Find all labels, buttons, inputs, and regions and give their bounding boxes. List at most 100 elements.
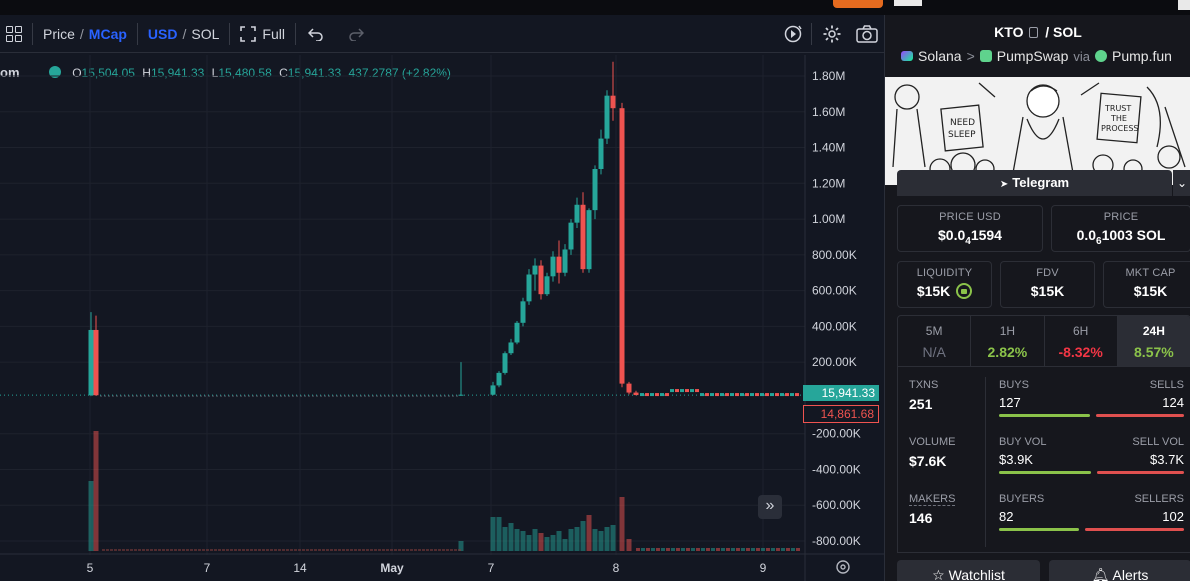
full-label: Full: [262, 25, 285, 42]
chart-panel[interactable]: Price / MCap USD / SOL Full: [0, 15, 884, 581]
socials-dropdown-button[interactable]: ⌄: [1173, 170, 1190, 196]
volume-bar: [110, 549, 113, 551]
previous-price-tag: 14,861.68: [803, 405, 879, 423]
copy-icon[interactable]: [1029, 27, 1039, 38]
sol-option[interactable]: SOL: [191, 25, 220, 42]
x-tick-label: 8: [613, 561, 620, 575]
chart-svg[interactable]: 1.80M 1.60M 1.40M 1.20M 1.00M 800.00K 600.00K 4…: [0, 55, 884, 581]
buy-share-bar: [999, 414, 1090, 417]
volume-bar: [386, 549, 389, 551]
price-sol-suffix: 1003 SOL: [1101, 227, 1166, 243]
candle-body: [532, 265, 538, 275]
candle-body: [502, 353, 508, 373]
volume-bar: [230, 549, 233, 551]
scroll-to-realtime-button[interactable]: »: [758, 495, 782, 519]
toolbar-separator: [32, 22, 33, 45]
dex-link[interactable]: PumpSwap: [996, 48, 1069, 64]
tab-1h[interactable]: 1H 2.82%: [971, 316, 1045, 366]
volume-bar: [302, 549, 305, 551]
candle-body: [550, 256, 556, 277]
y-tick-label: 600.00K: [812, 284, 857, 298]
watchlist-label: Watchlist: [948, 567, 1005, 581]
chain-link[interactable]: Solana: [918, 48, 962, 64]
candle-body: [665, 393, 669, 397]
tab-value: 2.82%: [987, 344, 1028, 360]
replay-button[interactable]: [775, 15, 811, 53]
y-tick-label: 1.20M: [812, 176, 845, 190]
fullscreen-button[interactable]: Full: [230, 15, 295, 53]
candle-body: [725, 393, 729, 397]
volume-bar: [342, 549, 345, 551]
telegram-button[interactable]: ➤ Telegram: [897, 170, 1172, 196]
top-thumbnail: [894, 0, 922, 6]
mcap-option[interactable]: MCap: [88, 25, 127, 42]
screenshot-button[interactable]: [852, 15, 884, 53]
layout-grid-button[interactable]: [0, 15, 32, 53]
volume-bar: [731, 548, 735, 551]
alerts-button[interactable]: 🔔︎ Alerts: [1049, 560, 1190, 581]
pair-title: KTO / SOL: [885, 24, 1190, 40]
volume-bar: [282, 549, 285, 551]
visibility-eye-icon[interactable]: [48, 66, 61, 78]
tab-5m[interactable]: 5M N/A: [898, 316, 972, 366]
volume-bar: [114, 549, 117, 551]
candle-body: [705, 393, 709, 397]
chart-toolbar: Price / MCap USD / SOL Full: [0, 15, 884, 53]
watchlist-button[interactable]: ☆ Watchlist: [897, 560, 1040, 581]
x-tick-label: May: [380, 561, 404, 575]
volume-bar: [214, 549, 217, 551]
tab-label: 1H: [999, 324, 1016, 338]
buy-vol-value: $3.9K: [999, 452, 1033, 467]
currency-toggle[interactable]: USD / SOL: [138, 15, 229, 53]
settings-button[interactable]: [812, 15, 852, 53]
volume-bar: [751, 548, 755, 551]
telegram-label: Telegram: [1012, 175, 1070, 190]
sells-value: 124: [1162, 395, 1184, 410]
browser-top-strip: [0, 0, 1190, 15]
candle-body: [795, 393, 799, 397]
tab-24h[interactable]: 24H 8.57%: [1117, 316, 1190, 366]
orange-top-button[interactable]: [833, 0, 883, 8]
volume-bar: [118, 549, 121, 551]
close-label: C: [279, 66, 288, 80]
usd-option[interactable]: USD: [147, 25, 178, 42]
volume-bar: [422, 549, 425, 551]
candle-body: [745, 393, 749, 397]
volume-bar: [154, 549, 157, 551]
txns-value: 251: [909, 396, 933, 412]
volume-bar: [378, 549, 381, 551]
candle-body: [490, 385, 496, 395]
price-option[interactable]: Price: [43, 25, 75, 42]
candle-body: [685, 389, 689, 393]
solana-icon: [901, 51, 913, 61]
candle-body: [556, 256, 562, 273]
high-label: H: [142, 66, 151, 80]
time-axis-settings-button[interactable]: [835, 559, 851, 575]
lock-icon[interactable]: [956, 283, 973, 299]
y-tick-label: 400.00K: [812, 319, 857, 333]
volume-bar: [370, 549, 373, 551]
sellers-label: SELLERS: [1134, 493, 1184, 505]
fullscreen-icon: [240, 25, 257, 42]
launchpad-link[interactable]: Pump.fun: [1112, 48, 1172, 64]
candlestick-plot[interactable]: 1.80M 1.60M 1.40M 1.20M 1.00M 800.00K 600.00K 4…: [0, 55, 884, 581]
price-usd-box: PRICE USD $0.041594: [897, 205, 1043, 252]
timeframe-tabs: 5M N/A 1H 2.82% 6H -8.32% 24H 8.57%: [897, 315, 1190, 367]
y-tick-label: 1.00M: [812, 212, 845, 226]
volume-bar: [126, 549, 129, 551]
volume-bar: [756, 548, 760, 551]
candle-body: [619, 108, 625, 384]
volume-bar: [246, 549, 249, 551]
candle-body: [790, 393, 794, 397]
candle-body: [526, 274, 532, 302]
redo-button[interactable]: [336, 15, 376, 53]
replay-icon: [784, 25, 802, 42]
tab-6h[interactable]: 6H -8.32%: [1045, 316, 1118, 366]
volume-bar: [651, 548, 655, 551]
volume-value: $7.6K: [909, 453, 947, 469]
undo-button[interactable]: [296, 15, 336, 53]
volume-bar: [726, 548, 730, 551]
volume-bar: [761, 548, 765, 551]
price-mcap-toggle[interactable]: Price / MCap: [33, 15, 137, 53]
volume-bar: [454, 549, 457, 551]
